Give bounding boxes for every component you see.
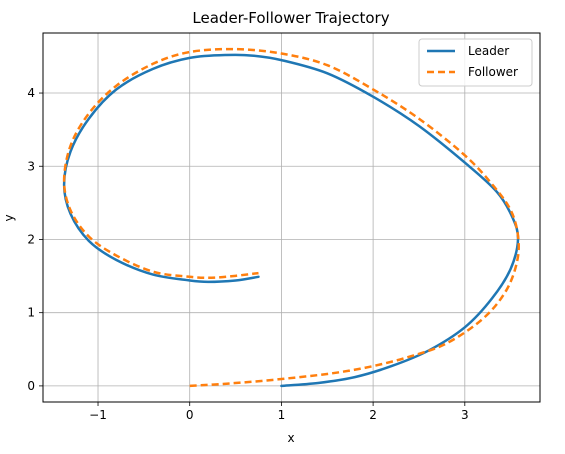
- y-tick-label: 2: [27, 232, 35, 246]
- chart-title: Leader-Follower Trajectory: [192, 9, 389, 27]
- x-axis-label: x: [287, 431, 294, 445]
- y-tick-label: 4: [27, 86, 35, 100]
- y-tick-label: 3: [27, 159, 35, 173]
- series-line-follower: [62, 47, 520, 388]
- y-axis-ticks: 0 1 2 3 4: [27, 86, 43, 393]
- plot-frame: [42, 32, 541, 403]
- legend-label-follower: Follower: [468, 65, 518, 79]
- x-tick-label: 3: [461, 408, 469, 422]
- legend: Leader Follower: [418, 38, 533, 87]
- x-tick-label: 2: [369, 408, 377, 422]
- series-line-leader: [62, 53, 520, 388]
- y-axis-label: y: [2, 214, 16, 221]
- x-tick-label: 1: [278, 408, 286, 422]
- legend-label-leader: Leader: [468, 44, 509, 58]
- x-axis-ticks: −1 0 1 2 3: [89, 402, 469, 422]
- x-tick-label: −1: [89, 408, 107, 422]
- y-tick-label: 1: [27, 306, 35, 320]
- y-tick-label: 0: [27, 379, 35, 393]
- series-layer: [62, 47, 520, 388]
- x-tick-label: 0: [186, 408, 194, 422]
